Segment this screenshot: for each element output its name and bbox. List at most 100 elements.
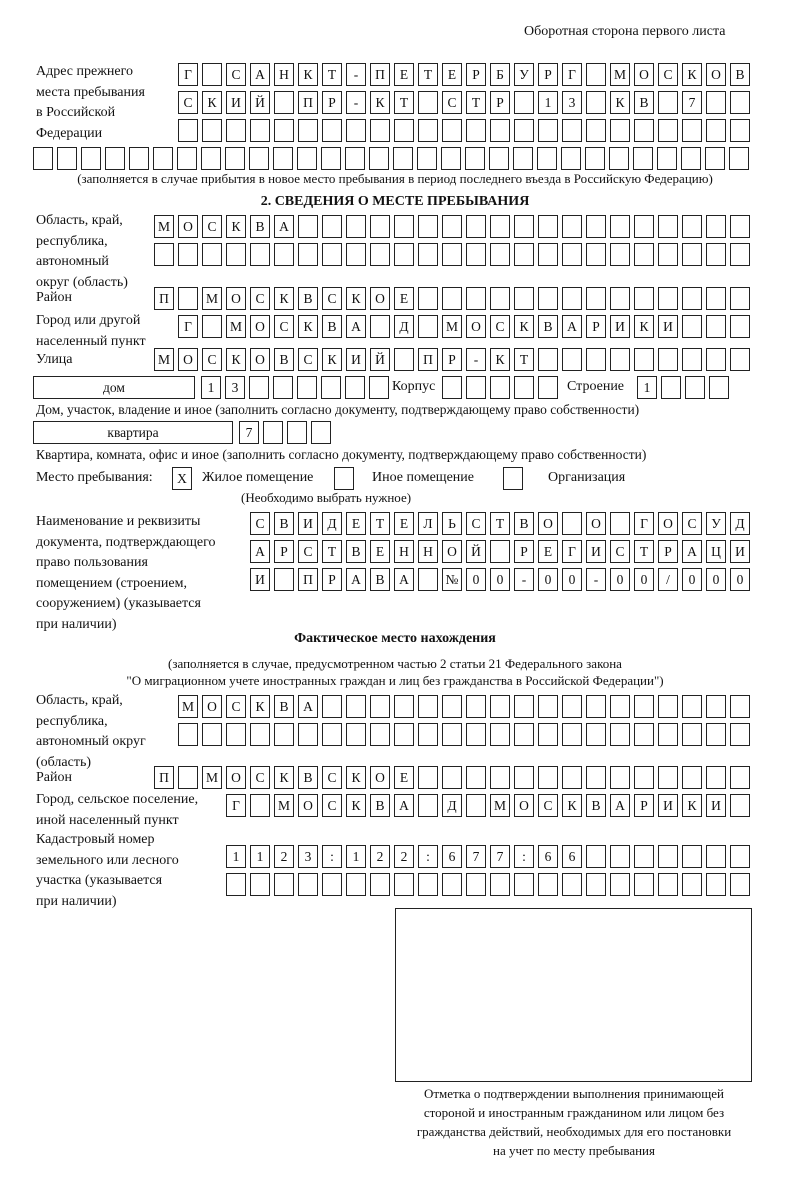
char-cell[interactable]: С <box>322 766 342 789</box>
char-cell[interactable] <box>250 243 270 266</box>
char-cell[interactable] <box>706 215 726 238</box>
char-cell[interactable]: К <box>634 315 654 338</box>
char-cell[interactable] <box>490 873 510 896</box>
char-cell[interactable]: Р <box>466 63 486 86</box>
char-cell[interactable]: С <box>322 287 342 310</box>
char-cell[interactable] <box>634 243 654 266</box>
char-cell[interactable]: 2 <box>370 845 390 868</box>
char-cell[interactable]: : <box>514 845 534 868</box>
char-cell[interactable]: / <box>658 568 678 591</box>
char-cell[interactable] <box>514 766 534 789</box>
char-cell[interactable]: 7 <box>682 91 702 114</box>
char-cell[interactable] <box>610 243 630 266</box>
char-cell[interactable]: Р <box>322 568 342 591</box>
char-cell[interactable] <box>273 147 293 170</box>
char-cell[interactable] <box>706 119 726 142</box>
char-cell[interactable] <box>394 873 414 896</box>
char-cell[interactable] <box>153 147 173 170</box>
char-cell[interactable] <box>33 147 53 170</box>
char-cell[interactable]: И <box>298 512 318 535</box>
char-cell[interactable]: К <box>682 63 702 86</box>
char-cell[interactable]: О <box>538 512 558 535</box>
char-cell[interactable] <box>658 91 678 114</box>
char-cell[interactable] <box>730 873 750 896</box>
char-cell[interactable]: М <box>490 794 510 817</box>
char-cell[interactable] <box>634 348 654 371</box>
char-cell[interactable] <box>418 243 438 266</box>
char-cell[interactable] <box>682 287 702 310</box>
char-cell[interactable] <box>418 91 438 114</box>
char-cell[interactable] <box>586 287 606 310</box>
char-cell[interactable] <box>201 147 221 170</box>
char-cell[interactable] <box>466 119 486 142</box>
char-cell[interactable] <box>442 723 462 746</box>
char-cell[interactable]: И <box>658 794 678 817</box>
char-cell[interactable]: О <box>250 315 270 338</box>
char-cell[interactable] <box>394 215 414 238</box>
char-cell[interactable] <box>226 243 246 266</box>
char-cell[interactable] <box>610 873 630 896</box>
char-cell[interactable] <box>297 147 317 170</box>
char-cell[interactable] <box>658 243 678 266</box>
char-cell[interactable]: 1 <box>538 91 558 114</box>
char-cell[interactable] <box>586 723 606 746</box>
char-cell[interactable] <box>202 243 222 266</box>
char-cell[interactable] <box>490 119 510 142</box>
char-cell[interactable] <box>706 287 726 310</box>
char-cell[interactable] <box>274 568 294 591</box>
char-cell[interactable] <box>489 147 509 170</box>
char-cell[interactable]: В <box>298 287 318 310</box>
char-cell[interactable]: У <box>706 512 726 535</box>
char-cell[interactable] <box>418 315 438 338</box>
char-cell[interactable] <box>685 376 705 399</box>
char-cell[interactable] <box>682 315 702 338</box>
char-cell[interactable]: Е <box>394 63 414 86</box>
char-cell[interactable] <box>466 243 486 266</box>
char-cell[interactable] <box>562 695 582 718</box>
char-cell[interactable] <box>370 723 390 746</box>
char-cell[interactable]: 0 <box>730 568 750 591</box>
char-cell[interactable] <box>105 147 125 170</box>
option-organization-checkbox[interactable] <box>503 467 523 490</box>
char-cell[interactable]: С <box>178 91 198 114</box>
char-cell[interactable] <box>226 723 246 746</box>
char-cell[interactable] <box>730 91 750 114</box>
char-cell[interactable] <box>226 873 246 896</box>
char-cell[interactable] <box>225 147 245 170</box>
char-cell[interactable]: Й <box>370 348 390 371</box>
char-cell[interactable] <box>418 119 438 142</box>
char-cell[interactable] <box>730 695 750 718</box>
char-cell[interactable] <box>657 147 677 170</box>
char-cell[interactable] <box>706 315 726 338</box>
char-cell[interactable]: К <box>346 766 366 789</box>
char-cell[interactable]: Т <box>490 512 510 535</box>
char-cell[interactable]: 0 <box>562 568 582 591</box>
char-cell[interactable] <box>322 119 342 142</box>
char-cell[interactable] <box>586 63 606 86</box>
char-cell[interactable] <box>322 695 342 718</box>
char-cell[interactable] <box>466 376 486 399</box>
char-cell[interactable]: 0 <box>706 568 726 591</box>
char-cell[interactable]: С <box>226 63 246 86</box>
char-cell[interactable]: 3 <box>298 845 318 868</box>
char-cell[interactable] <box>346 873 366 896</box>
char-cell[interactable] <box>466 873 486 896</box>
char-cell[interactable] <box>706 873 726 896</box>
char-cell[interactable]: 7 <box>239 421 259 444</box>
char-cell[interactable] <box>586 873 606 896</box>
cadastre-row-2[interactable] <box>226 873 750 896</box>
char-cell[interactable]: Ь <box>442 512 462 535</box>
char-cell[interactable] <box>682 845 702 868</box>
char-cell[interactable]: Г <box>178 315 198 338</box>
char-cell[interactable] <box>226 119 246 142</box>
char-cell[interactable] <box>178 287 198 310</box>
char-cell[interactable]: У <box>514 63 534 86</box>
char-cell[interactable]: Н <box>418 540 438 563</box>
char-cell[interactable] <box>706 766 726 789</box>
char-cell[interactable] <box>514 723 534 746</box>
char-cell[interactable]: Р <box>514 540 534 563</box>
char-cell[interactable] <box>562 119 582 142</box>
char-cell[interactable] <box>465 147 485 170</box>
